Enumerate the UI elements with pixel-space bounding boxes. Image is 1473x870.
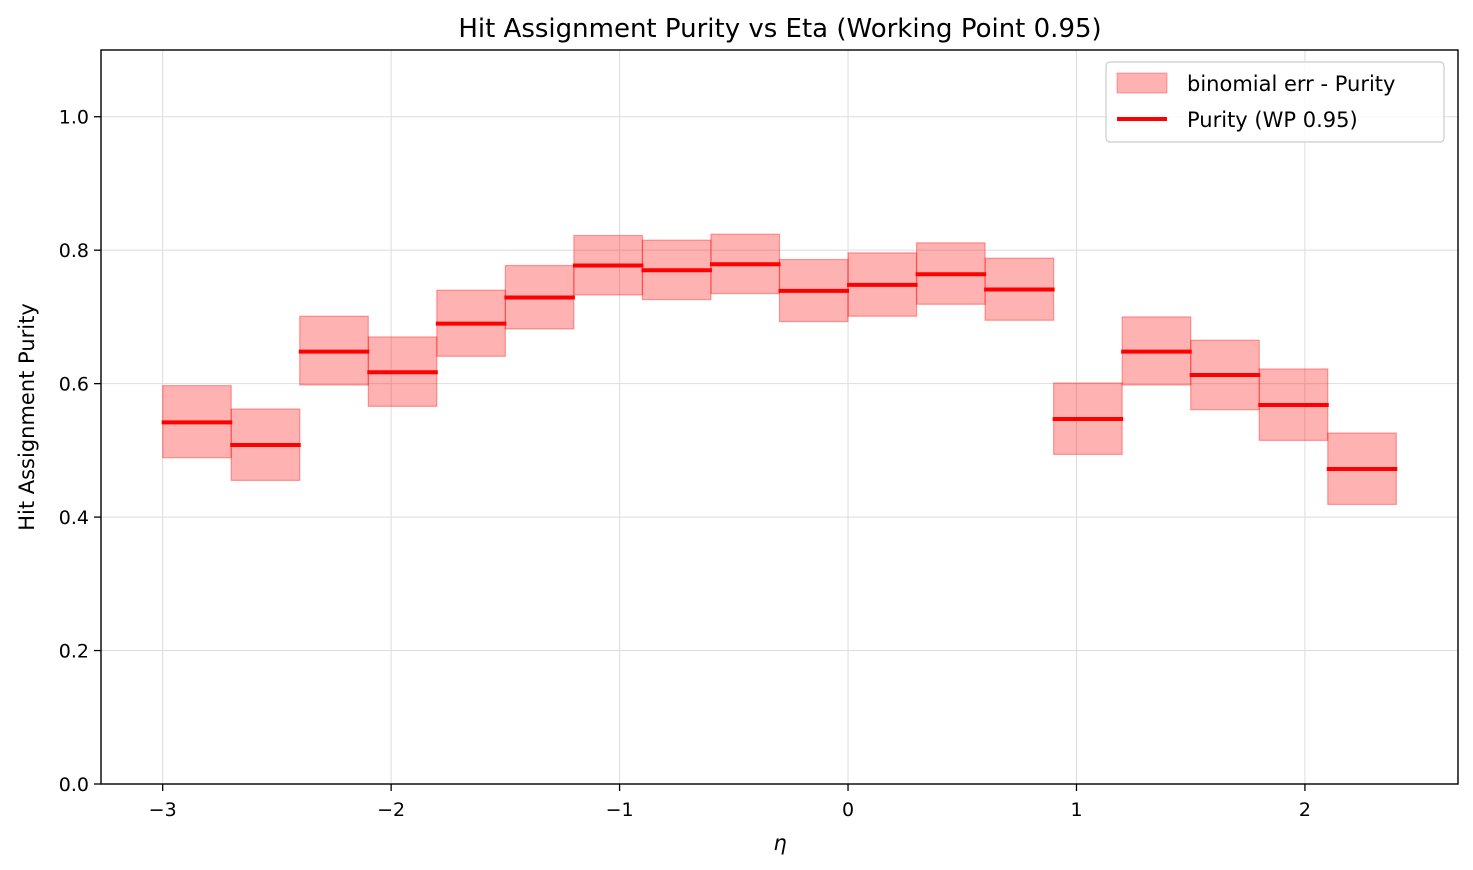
plot-frame [100, 49, 1459, 785]
x-tick-label: 2 [1299, 799, 1311, 821]
legend: binomial err - Purity Purity (WP 0.95) [1105, 61, 1445, 143]
x-tick-label: 0 [842, 799, 854, 821]
y-tick-label: 0.4 [59, 507, 89, 529]
y-tick-label: 0.6 [59, 374, 89, 396]
purity-line-layer [161, 262, 1398, 472]
chart-title: Hit Assignment Purity vs Eta (Working Po… [458, 14, 1101, 44]
x-axis-label: η [773, 831, 786, 855]
y-tick-label: 0.8 [59, 240, 89, 262]
y-tick-label: 1.0 [59, 107, 89, 129]
y-axis-label: Hit Assignment Purity [15, 303, 39, 531]
legend-box [1105, 61, 1445, 143]
x-tick-label: −2 [377, 799, 405, 821]
legend-label-band: binomial err - Purity [1187, 72, 1395, 96]
legend-label-line: Purity (WP 0.95) [1187, 108, 1358, 132]
y-tick-label: 0.2 [59, 641, 89, 663]
x-tick-layer: −3 −2 −1 0 1 2 [149, 784, 1311, 821]
y-tick-label: 0.0 [59, 774, 89, 796]
y-tick-layer: 0.0 0.2 0.4 0.6 0.8 1.0 [59, 107, 101, 796]
legend-swatch-band [1116, 72, 1168, 94]
x-tick-label: −3 [149, 799, 177, 821]
x-tick-label: 1 [1070, 799, 1082, 821]
x-tick-label: −1 [606, 799, 634, 821]
